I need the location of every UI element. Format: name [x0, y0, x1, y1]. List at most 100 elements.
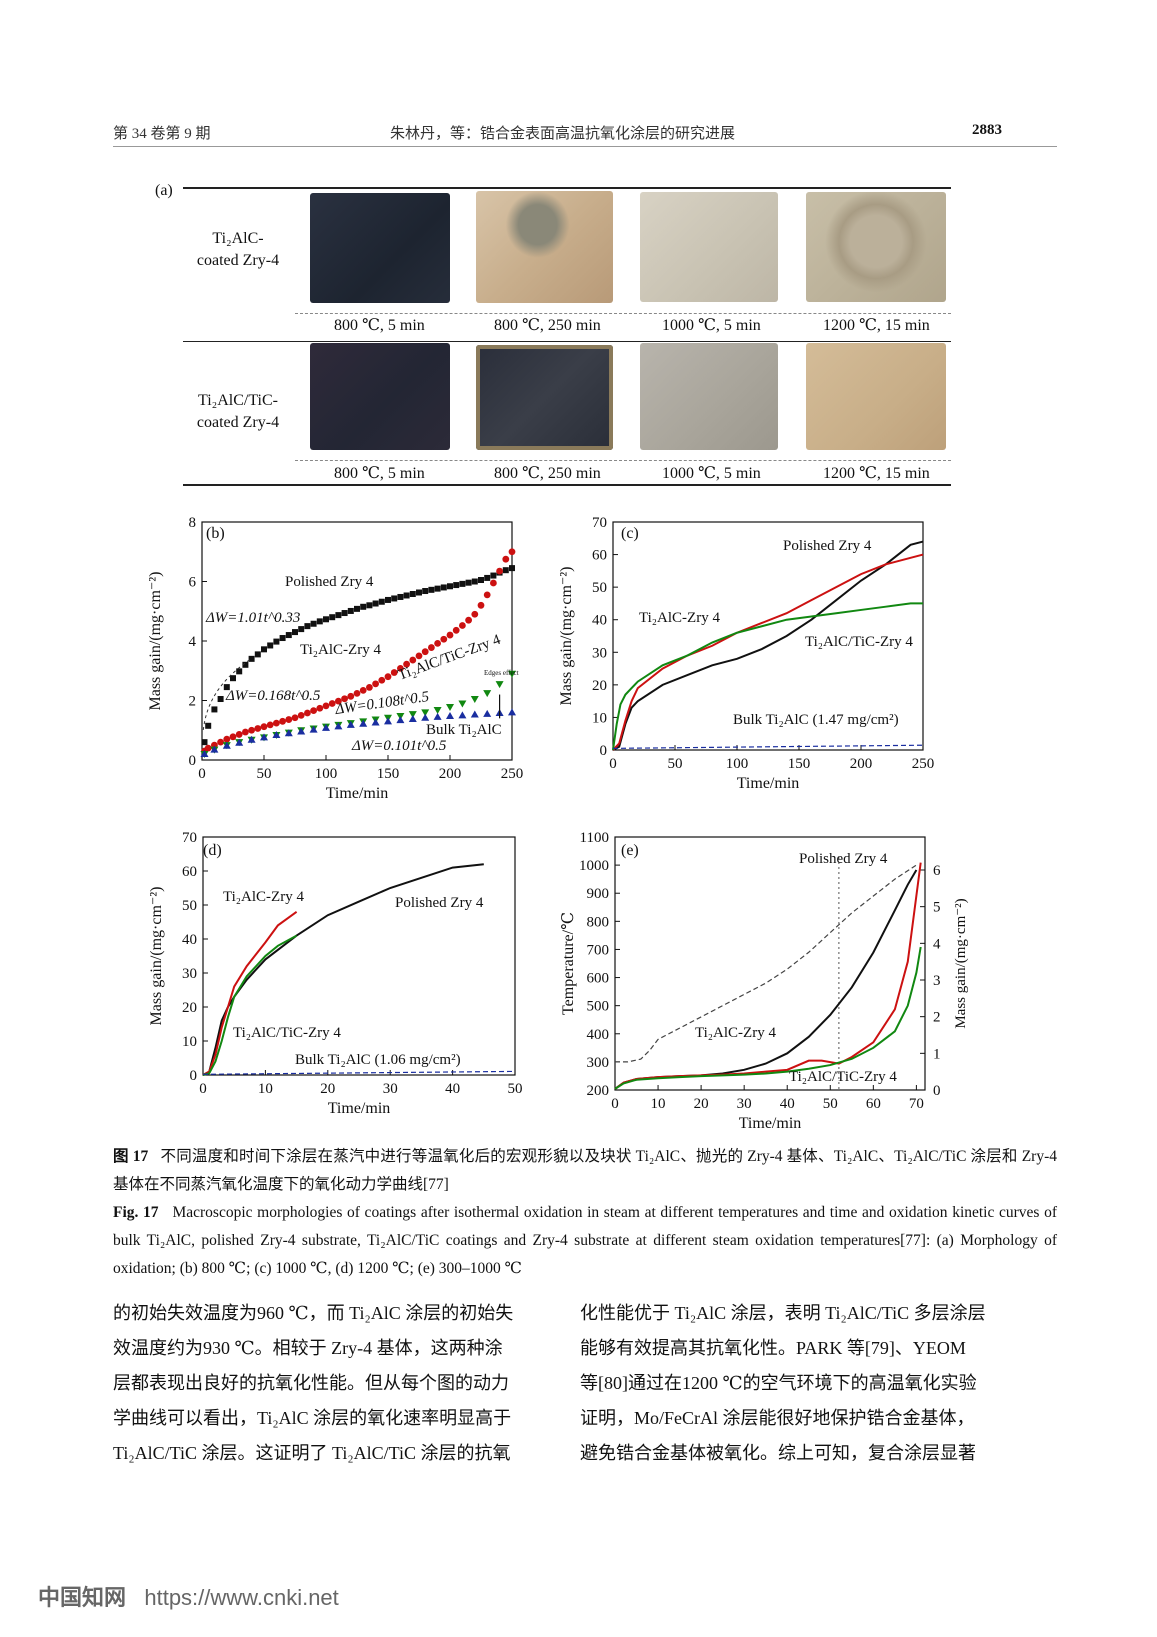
- data-point: [408, 714, 417, 722]
- x-tick-label: 100: [315, 766, 338, 782]
- data-point: [285, 632, 292, 639]
- body-left-line: 学曲线可以看出，Ti₂AlC 涂层的氧化速率明显高于: [113, 1408, 512, 1428]
- panel-a-label: (a): [155, 182, 173, 199]
- cond-r2-c1: 800 ℃, 5 min: [334, 465, 425, 482]
- series-line: [202, 910, 298, 1076]
- data-point: [483, 591, 491, 599]
- data-point: [490, 579, 497, 587]
- data-point: [440, 584, 447, 591]
- data-point: [385, 596, 391, 603]
- data-point: [496, 567, 503, 575]
- data-point: [390, 669, 398, 676]
- data-point: [447, 583, 453, 590]
- data-point: [217, 696, 224, 703]
- data-point: [371, 718, 380, 726]
- data-point: [421, 648, 429, 656]
- data-point: [242, 661, 249, 668]
- x-tick-label: 40: [445, 1081, 460, 1097]
- y-axis-label: Temperature/℃: [560, 912, 577, 1015]
- caption-cn-label: 图 17: [113, 1148, 149, 1165]
- data-point: [310, 620, 317, 627]
- chart-e-panel: (e): [621, 842, 639, 859]
- data-point: [223, 684, 230, 691]
- data-point: [341, 610, 348, 617]
- data-point: [415, 652, 423, 660]
- data-point: [353, 689, 361, 697]
- running-title: 朱林丹，等：锆合金表面高温抗氧化涂层的研究进展: [390, 126, 736, 142]
- data-point: [471, 610, 479, 618]
- cond-r2-c3: 1000 ℃, 5 min: [662, 465, 761, 482]
- data-point: [465, 616, 472, 624]
- fig-a-row1-dotline: [295, 313, 951, 314]
- chart-b-ann-fit4: ΔW=0.101t^0.5: [351, 738, 447, 754]
- data-point: [273, 719, 280, 727]
- x-tick-label: 30: [737, 1096, 752, 1112]
- y2-tick-label: 5: [933, 900, 941, 916]
- y-tick-label: 800: [587, 914, 610, 930]
- chart-b-panel: (b): [206, 525, 225, 542]
- header-rule: [113, 146, 1057, 147]
- data-point: [378, 598, 385, 605]
- data-point: [211, 706, 218, 713]
- series-line: [612, 602, 923, 751]
- data-point: [236, 668, 243, 675]
- chart-d-ann-ti2alctic: Ti₂AlC/TiC-Zry 4: [233, 1025, 341, 1041]
- data-point: [502, 567, 509, 574]
- data-point: [323, 616, 329, 623]
- data-point: [470, 696, 479, 704]
- y2-tick-label: 1: [933, 1046, 941, 1062]
- y-tick-label: 50: [592, 580, 607, 596]
- data-point: [285, 716, 293, 723]
- y-tick-label: 600: [587, 971, 610, 987]
- y-tick-label: 500: [587, 999, 610, 1015]
- cond-r1-c4: 1200 ℃, 15 min: [823, 317, 930, 334]
- chart-c-ann-ti2alc: Ti₂AlC-Zry 4: [639, 610, 720, 626]
- series-line: [614, 946, 922, 1090]
- y2-tick-label: 0: [933, 1083, 941, 1099]
- data-point: [428, 586, 435, 593]
- caption-cn-text: 不同温度和时间下涂层在蒸汽中进行等温氧化后的宏观形貌以及块状 Ti₂AlC、抛光…: [113, 1148, 1057, 1193]
- x-tick-label: 50: [668, 756, 683, 772]
- x-tick-label: 100: [726, 756, 749, 772]
- x-tick-label: 0: [611, 1096, 619, 1112]
- data-point: [292, 629, 298, 636]
- body-right-line: 能够有效提高其抗氧化性。PARK 等[79]、YEOM: [580, 1338, 966, 1358]
- chart-c: (c) 0 50 100 150 200 250 0 10 20 30 40 50 60 70 Time/m…: [558, 515, 934, 792]
- data-point: [229, 733, 237, 741]
- data-point: [495, 681, 504, 689]
- data-point: [384, 673, 392, 681]
- data-point: [242, 728, 249, 736]
- chart-b-ann-bulk: Bulk Ti₂AlC: [426, 722, 502, 738]
- cond-r1-c3: 1000 ℃, 5 min: [662, 317, 761, 334]
- x-tick-label: 70: [909, 1096, 924, 1112]
- watermark-url[interactable]: https://www.cnki.net: [144, 1585, 339, 1610]
- data-point: [359, 686, 367, 694]
- data-point: [446, 631, 454, 639]
- y-tick-label: 2: [189, 694, 197, 710]
- data-point: [446, 704, 454, 712]
- data-point: [347, 607, 354, 614]
- cond-r2-c2: 800 ℃, 250 min: [494, 465, 601, 482]
- series-line: [202, 1070, 516, 1075]
- body-left-column: 的初始失效温度为960 ℃，而 Ti₂AlC 涂层的初始失 效温度约为930 ℃…: [113, 1296, 553, 1471]
- data-point: [458, 700, 467, 708]
- data-point: [458, 711, 467, 719]
- data-point: [205, 722, 212, 729]
- y-tick-label: 900: [587, 886, 610, 902]
- y-tick-label: 4: [189, 634, 197, 650]
- x-tick-label: 0: [198, 766, 206, 782]
- body-left-line: 层都表现出良好的抗氧化性能。但从每个图的动力: [113, 1373, 509, 1393]
- x-tick-label: 50: [257, 766, 272, 782]
- x-tick-label: 20: [694, 1096, 709, 1112]
- chart-c-ann-polished: Polished Zry 4: [783, 538, 872, 554]
- photo-r2-c2: [476, 345, 613, 450]
- data-point: [210, 745, 219, 753]
- photo-r1-c4: [806, 192, 946, 302]
- x-tick-label: 150: [377, 766, 400, 782]
- chart-d-ann-polished: Polished Zry 4: [395, 895, 484, 911]
- data-point: [396, 716, 405, 724]
- data-point: [322, 723, 330, 731]
- data-point: [279, 717, 286, 725]
- y2-axis-label: Mass gain/(mg·cm⁻²): [953, 898, 969, 1028]
- data-point: [267, 642, 274, 649]
